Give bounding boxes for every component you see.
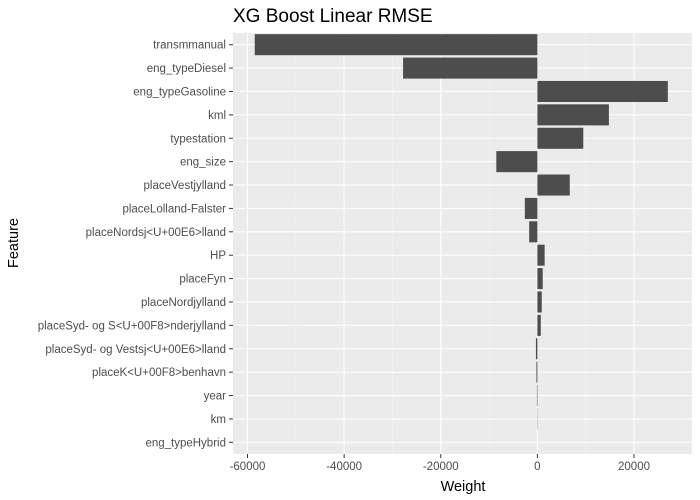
y-tick-label: placeSyd- og Vestsj<U+00E6>lland — [45, 344, 226, 356]
y-tick-label: placeNordjylland — [141, 297, 226, 309]
y-tick-label: typestation — [170, 133, 226, 145]
x-tick-label: -40000 — [326, 461, 362, 473]
bar — [254, 34, 538, 56]
y-tick-label: year — [204, 391, 227, 403]
chart-title: XG Boost Linear RMSE — [233, 6, 433, 27]
bar — [536, 361, 538, 383]
y-tick-label: placeSyd- og S<U+00F8>nderjylland — [38, 320, 226, 332]
x-tick-label: -20000 — [423, 461, 459, 473]
y-tick-label: eng_typeDiesel — [147, 63, 226, 75]
y-tick-label: HP — [210, 250, 226, 262]
x-axis-title: Weight — [441, 479, 486, 495]
bar — [537, 80, 668, 102]
x-tick-label: 0 — [534, 461, 540, 473]
x-tick-label: 20000 — [618, 461, 650, 473]
bar — [537, 291, 542, 313]
bar — [537, 314, 541, 336]
bars — [254, 34, 668, 430]
y-tick-label: placeVestjylland — [144, 180, 226, 192]
y-tick-label: placeLolland-Falster — [122, 203, 226, 215]
y-tick-label: placeNordsj<U+00E6>lland — [86, 227, 226, 239]
bar — [537, 104, 609, 126]
plot-panel — [233, 33, 692, 454]
y-tick-label: km — [211, 414, 226, 426]
bar — [537, 127, 584, 149]
bar — [535, 338, 538, 360]
bar — [537, 244, 545, 266]
bar — [529, 221, 538, 243]
bar — [537, 174, 570, 196]
bar — [403, 57, 538, 79]
y-tick-label: eng_typeHybrid — [145, 437, 226, 449]
x-tick-label: -60000 — [230, 461, 266, 473]
y-tick-label: eng_size — [180, 157, 226, 169]
y-tick-label: kml — [208, 110, 226, 122]
y-tick-label: placeK<U+00F8>benhavn — [92, 367, 226, 379]
y-tick-label: transmmanual — [153, 40, 226, 52]
bar — [537, 268, 543, 290]
bar — [496, 151, 538, 173]
x-axis-ticks: -60000 -40000 -20000 0 20000 — [230, 454, 650, 473]
y-axis-ticks: transmmanual eng_typeDiesel eng_typeGasoli… — [38, 40, 233, 449]
bar — [524, 197, 538, 219]
y-tick-label: placeFyn — [179, 274, 226, 286]
y-tick-label: eng_typeGasoline — [133, 86, 226, 98]
y-axis-title: Feature — [6, 218, 22, 268]
